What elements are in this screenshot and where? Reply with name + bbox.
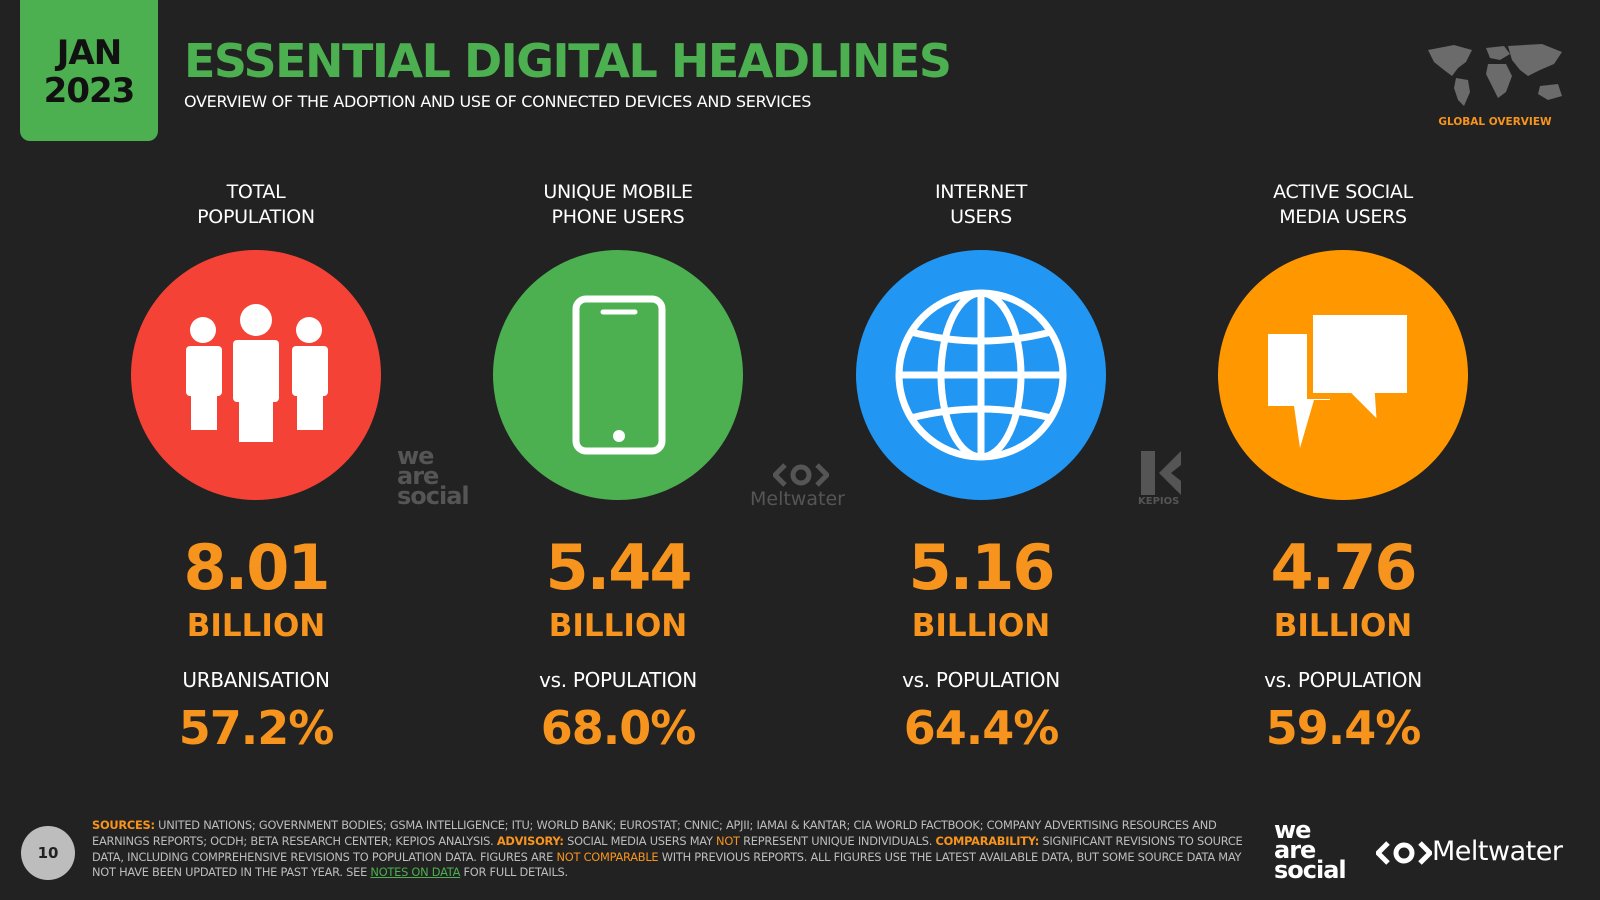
card-unit: BILLION bbox=[911, 608, 1051, 644]
card-label-line: PHONE USERS bbox=[551, 206, 685, 228]
logo-meltwater: Meltwater bbox=[1432, 836, 1563, 867]
watermark-meltwater: Meltwater bbox=[750, 488, 845, 510]
footer-label: COMPARABILITY: bbox=[935, 833, 1040, 848]
footer-notes: SOURCES: UNITED NATIONS; GOVERNMENT BODI… bbox=[92, 818, 1244, 881]
card-percent: 59.4% bbox=[1265, 701, 1422, 755]
meltwater-mark bbox=[773, 463, 829, 487]
notes-link[interactable]: NOTES ON DATA bbox=[370, 865, 461, 880]
card-label: INTERNET USERS bbox=[811, 180, 1151, 230]
card-label-line: USERS bbox=[950, 206, 1012, 228]
logo-we-are-social: we are social bbox=[1274, 816, 1347, 884]
badge-year: 2023 bbox=[43, 71, 136, 111]
card-label-line: UNIQUE MOBILE bbox=[543, 181, 693, 203]
card-unit: BILLION bbox=[186, 608, 326, 644]
footer-text: SOCIAL MEDIA USERS MAY bbox=[563, 833, 717, 848]
watermark-kepios: KEPIOS bbox=[1138, 496, 1180, 507]
footer-text: SIGNIFICANT REVISIONS TO SOURCE DATA, IN… bbox=[92, 833, 1243, 864]
logo-word: social bbox=[1274, 856, 1347, 884]
logo-word: we bbox=[1274, 816, 1311, 844]
card-unit: BILLION bbox=[548, 608, 688, 644]
card-icon bbox=[856, 250, 1106, 500]
card-sub-label: vs. POPULATION bbox=[539, 668, 697, 692]
watermark-word: are bbox=[397, 462, 439, 490]
card-value: 5.16 bbox=[908, 531, 1056, 604]
footer-highlight: NOT bbox=[716, 833, 740, 848]
card-label-line: ACTIVE SOCIAL bbox=[1273, 181, 1413, 203]
card-icon bbox=[493, 250, 743, 500]
card-value: 4.76 bbox=[1270, 531, 1418, 604]
footer-highlight: NOT COMPARABLE bbox=[556, 849, 659, 864]
card-label: ACTIVE SOCIAL MEDIA USERS bbox=[1173, 180, 1513, 230]
world-map bbox=[1428, 44, 1562, 106]
logo-word: are bbox=[1274, 836, 1316, 864]
subtitle: OVERVIEW OF THE ADOPTION AND USE OF CONN… bbox=[184, 92, 812, 111]
footer-text: FOR FULL DETAILS. bbox=[460, 865, 568, 880]
watermark-we-are-social: we are social bbox=[397, 442, 470, 510]
date-badge: JAN 2023 bbox=[20, 0, 158, 141]
card-sub-label: URBANISATION bbox=[182, 668, 330, 692]
footer-text: UNITED NATIONS; GOVERNMENT BODIES; GSMA … bbox=[92, 818, 1217, 848]
card-percent: 57.2% bbox=[178, 701, 335, 755]
card-label-line: TOTAL bbox=[226, 181, 286, 203]
card-label-line: INTERNET bbox=[934, 181, 1028, 203]
footer-text: REPRESENT UNIQUE INDIVIDUALS. bbox=[739, 833, 936, 848]
card-label-line: POPULATION bbox=[197, 206, 315, 228]
card-icon bbox=[131, 250, 381, 500]
footer-label: ADVISORY: bbox=[496, 833, 564, 848]
footer-text: WITH PREVIOUS REPORTS. ALL FIGURES USE T… bbox=[92, 849, 1242, 880]
card-label-line: MEDIA USERS bbox=[1279, 206, 1407, 228]
title: ESSENTIAL DIGITAL HEADLINES bbox=[184, 34, 952, 88]
card-unit: BILLION bbox=[1273, 608, 1413, 644]
logo-meltwater-mark bbox=[1376, 841, 1432, 865]
card-icon bbox=[1218, 250, 1468, 500]
card-label: TOTAL POPULATION bbox=[86, 180, 426, 230]
watermark-word: social bbox=[397, 482, 470, 510]
kepios-mark bbox=[1141, 451, 1181, 495]
page-number: 10 bbox=[21, 826, 75, 880]
card-sub-label: vs. POPULATION bbox=[1264, 668, 1422, 692]
watermark-word: we bbox=[397, 442, 434, 470]
card-value: 5.44 bbox=[545, 531, 693, 604]
card-percent: 68.0% bbox=[540, 701, 697, 755]
card-label: UNIQUE MOBILE PHONE USERS bbox=[448, 180, 788, 230]
footer-label: SOURCES: bbox=[92, 818, 155, 832]
section-label: GLOBAL OVERVIEW bbox=[1438, 116, 1552, 128]
card-value: 8.01 bbox=[183, 531, 331, 604]
card-sub-label: vs. POPULATION bbox=[902, 668, 1060, 692]
badge-month: JAN bbox=[56, 33, 122, 73]
card-percent: 64.4% bbox=[903, 701, 1060, 755]
